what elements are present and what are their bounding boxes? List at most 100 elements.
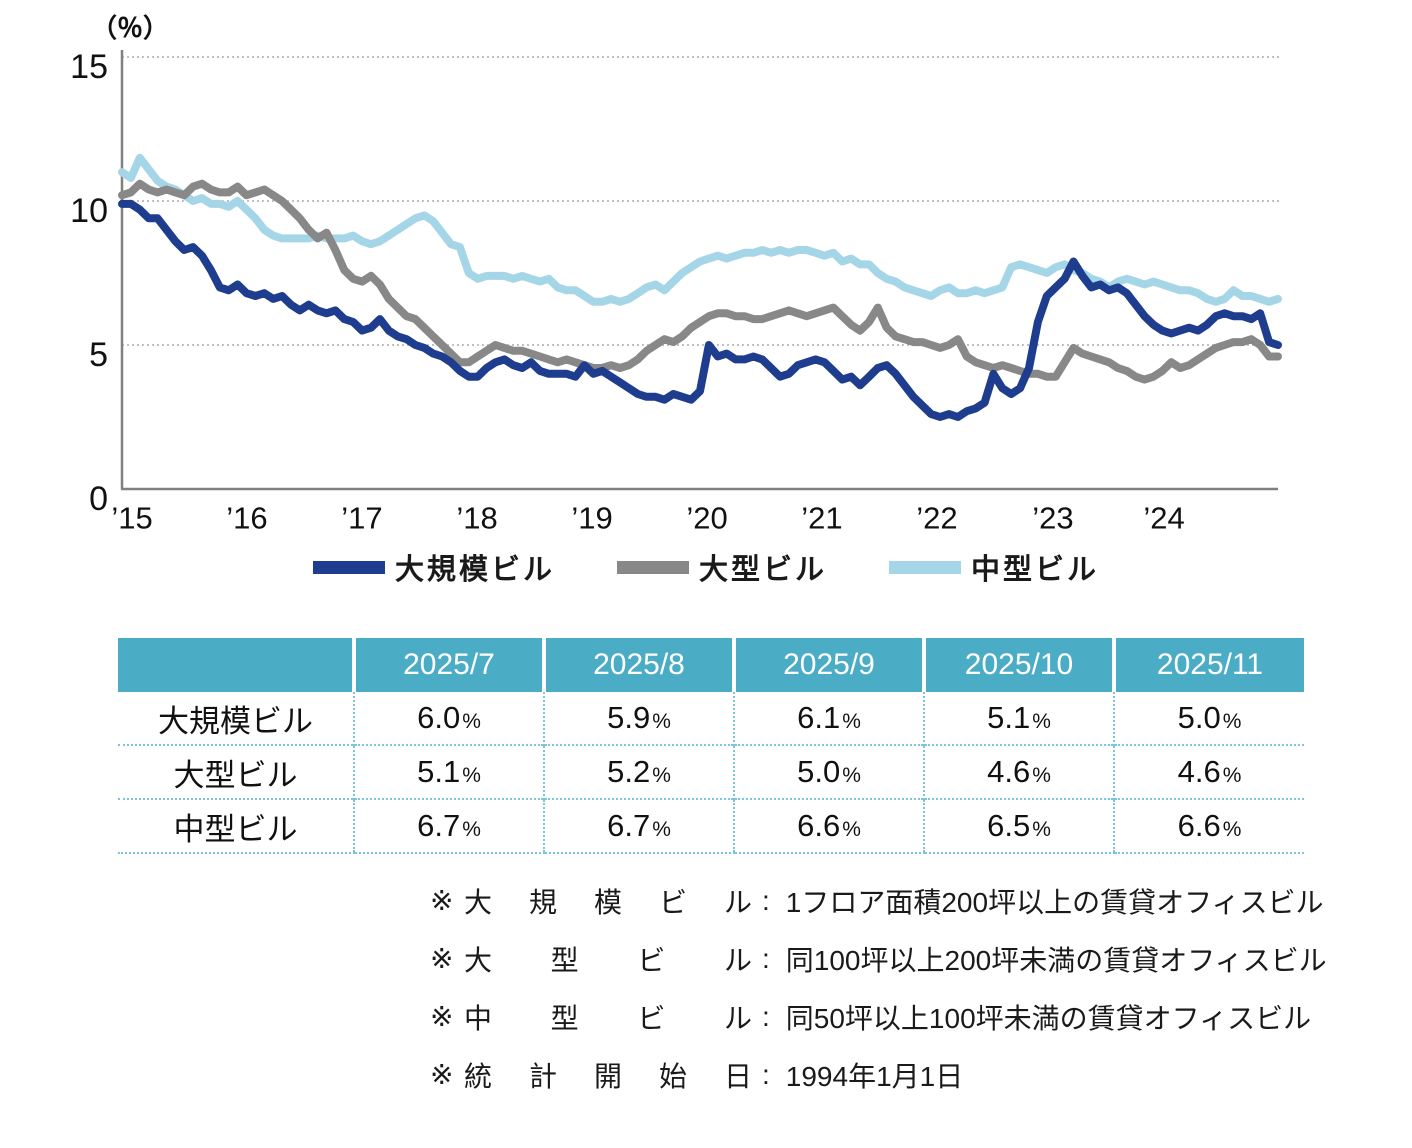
percent-unit: % (1222, 818, 1242, 841)
percent-unit: % (1032, 764, 1051, 787)
table-header-cell: 2025/9 (732, 638, 924, 692)
percent-unit: % (1222, 710, 1242, 733)
table-row-label: 中型ビル (118, 798, 354, 854)
table-header-cell: 2025/10 (922, 638, 1114, 692)
table-value-cell: 5.2% (543, 744, 734, 799)
percent-unit: % (652, 818, 671, 841)
x-tick-label: ’19 (571, 501, 612, 536)
percent-unit: % (842, 764, 861, 787)
legend-swatch-large (616, 560, 689, 574)
series-line-大型ビル (118, 179, 1282, 384)
x-tick-label: ’20 (686, 501, 727, 536)
table-header-cell: 2025/8 (542, 638, 734, 692)
table-header-cell: 2025/7 (352, 638, 544, 692)
percent-unit: % (1032, 710, 1051, 733)
footnote-label-char: 規 (528, 886, 557, 918)
table-value-cell: 5.0% (733, 744, 924, 799)
table-value-cell: 6.0% (353, 692, 544, 745)
footnote-label-char: 統 (464, 1060, 493, 1092)
footnote-colon: : (762, 942, 770, 974)
y-tick-label: 10 (70, 192, 108, 230)
footnote-label-char: 日 (723, 1060, 752, 1092)
percent-unit: % (652, 764, 671, 787)
vacancy-rate-line-chart: 0 5 10 15 （％） ’15 ’16 ’17 ’18 ’19 ’20 ’21 ’22 ’23 ’24 (70, 13, 1282, 536)
y-tick-label: 5 (89, 336, 108, 374)
x-tick-label: ’21 (801, 501, 842, 536)
footnote-label-char: ビ (637, 1002, 666, 1034)
table-value-cell: 6.6% (733, 798, 924, 854)
percent-unit: % (842, 710, 861, 733)
footnote-label: 大規模ビル (464, 881, 752, 921)
footnote-label-char: 大 (464, 886, 493, 918)
footnotes: ※ 大規模ビル:1フロア面積200坪以上の賃貸オフィスビル ※ 大型ビル: 同100坪以… (430, 884, 1327, 1118)
legend-swatch-medium (889, 560, 961, 574)
footnote-description: 同100坪以上200坪未満の賃貸オフィスビル (785, 944, 1327, 976)
table-row-label: 大型ビル (118, 744, 354, 799)
chart-legend: 大規模ビル 大型ビル 中型ビル (0, 546, 1412, 588)
x-tick-label: ’16 (226, 501, 267, 536)
table-value-cell: 6.7% (543, 798, 734, 854)
footnote-label-char: 型 (550, 944, 579, 976)
footnote-row: ※ 大 型 ビ ル: 同100坪以上200坪未満の賃貸オフィスビル (430, 942, 1327, 976)
y-axis-unit-label: （％） (91, 13, 169, 43)
footnote-marker: ※ (430, 943, 454, 974)
x-tick-label: ’15 (111, 501, 152, 536)
x-tick-label: ’17 (341, 501, 382, 536)
y-tick-label: 15 (70, 48, 108, 86)
monthly-vacancy-table: 2025/7 2025/8 2025/9 2025/10 2025/11 大規模ビル 6.… (118, 638, 1304, 854)
series-line-中型ビル (118, 153, 1282, 306)
table-value-cell: 4.6% (1113, 744, 1304, 799)
footnote-label-char: ル (723, 886, 752, 918)
percent-unit: % (842, 818, 861, 841)
x-tick-label: ’24 (1143, 501, 1184, 536)
footnote-marker: ※ (430, 1001, 454, 1032)
footnote-row: ※ 中 型 ビ ル: 同50坪以上100坪未満の賃貸オフィスビル (430, 1000, 1327, 1034)
footnote-colon: : (762, 1000, 770, 1032)
legend-label-large-scale: 大規模ビル (394, 554, 555, 586)
footnote-label-char: ビ (658, 886, 687, 918)
x-tick-label: ’23 (1032, 501, 1073, 536)
footnote-label-char: ル (723, 944, 752, 976)
legend-label-medium: 中型ビル (971, 554, 1100, 586)
legend-swatch-large-scale (312, 560, 385, 574)
percent-unit: % (462, 764, 481, 787)
footnote-label-char: ル (723, 1002, 752, 1034)
table-value-cell: 6.5% (923, 798, 1114, 854)
table-header-corner (118, 638, 354, 692)
x-tick-label: ’18 (456, 501, 497, 536)
table-value-cell: 5.9% (543, 692, 734, 745)
table-value-cell: 6.1% (733, 692, 924, 745)
legend-item-medium: 中型ビル (889, 546, 1099, 588)
table-value-cell: 5.1% (353, 744, 544, 799)
footnote-description: 1994年1月1日 (785, 1060, 964, 1092)
footnote-colon: : (762, 884, 770, 916)
footnote-description: 1フロア面積200坪以上の賃貸オフィスビル (785, 886, 1324, 918)
table-row: 中型ビル 6.7% 6.7% 6.6% 6.5% 6.6% (118, 798, 1304, 854)
x-tick-label: ’22 (916, 501, 957, 536)
table-value-cell: 5.1% (923, 692, 1114, 745)
legend-label-large: 大型ビル (698, 554, 827, 586)
footnote-marker: ※ (430, 885, 454, 916)
footnote-label-char: 計 (528, 1060, 557, 1092)
legend-item-large: 大型ビル (616, 546, 827, 588)
footnote-label-char: 模 (593, 886, 622, 918)
table-row-label: 大規模ビル (158, 703, 313, 739)
footnote-label-char: 始 (658, 1060, 687, 1092)
table-header-cell: 2025/11 (1112, 638, 1304, 692)
footnote-label: 中型ビル (464, 997, 752, 1037)
table-value-cell: 4.6% (923, 744, 1114, 799)
percent-unit: % (1222, 764, 1242, 787)
legend-item-large-scale: 大規模ビル (312, 546, 555, 588)
y-tick-label: 0 (89, 480, 108, 518)
table-header-row: 2025/7 2025/8 2025/9 2025/10 2025/11 (118, 638, 1304, 692)
footnote-row: ※ 統 計 開 始 日:1994年1月1日 (430, 1059, 1327, 1092)
percent-unit: % (652, 710, 671, 733)
footnote-label: 統計開始日 (464, 1055, 752, 1095)
footnote-description: 同50坪以上100坪未満の賃貸オフィスビル (785, 1002, 1312, 1034)
footnote-label: 大型ビル (464, 939, 752, 979)
series-line-大規模ビル (118, 199, 1282, 421)
footnote-label-char: 開 (593, 1060, 622, 1092)
table-value-cell: 6.7% (353, 798, 544, 854)
table-value-cell: 6.6% (1113, 798, 1304, 854)
